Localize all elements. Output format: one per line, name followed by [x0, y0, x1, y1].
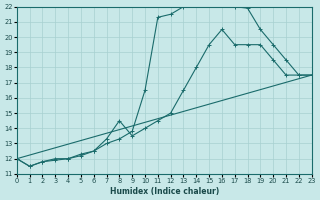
X-axis label: Humidex (Indice chaleur): Humidex (Indice chaleur) — [110, 187, 219, 196]
